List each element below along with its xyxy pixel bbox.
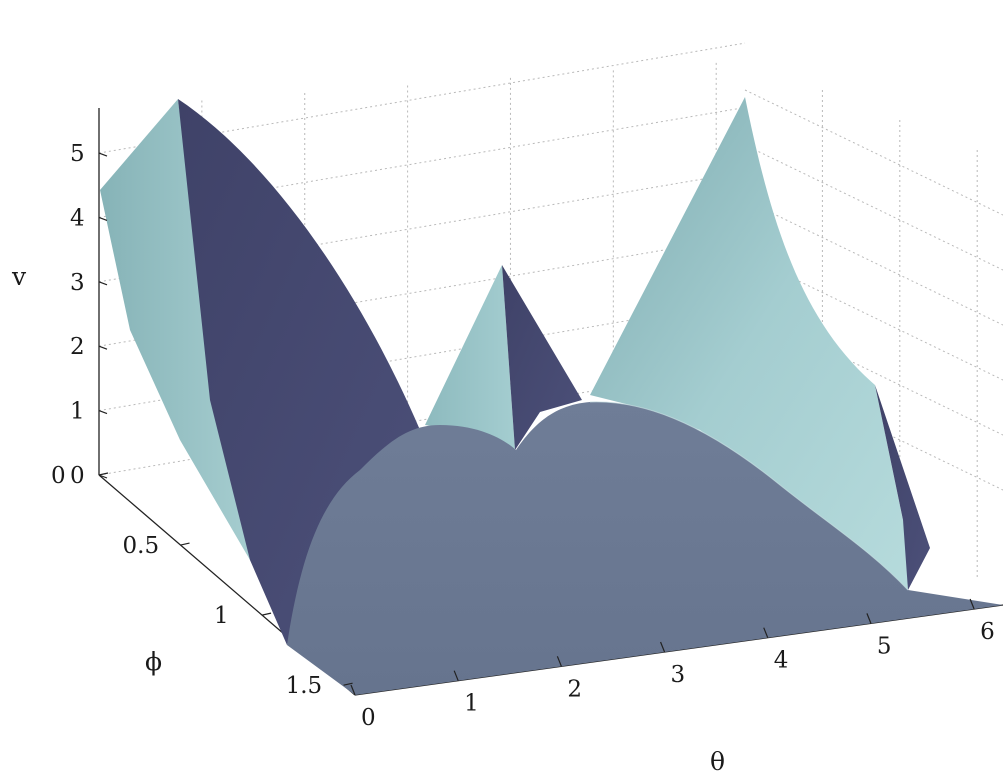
x-tick-mark (453, 670, 459, 681)
x-tick-label: 6 (980, 619, 995, 645)
surface-ridge-highlight (589, 401, 909, 591)
x-tick-mark (763, 627, 769, 638)
y-tick-mark (180, 542, 190, 546)
z-grid-line (98, 106, 746, 218)
z-tick-mark (98, 152, 108, 157)
surface (100, 97, 1003, 695)
x-tick-label: 1 (464, 691, 479, 717)
x-tick-mark (556, 656, 562, 667)
z-tick-label: 1 (70, 399, 85, 425)
x-tick-label: 4 (774, 648, 789, 674)
z-tick-mark (98, 216, 108, 222)
z-tick-mark (98, 410, 108, 415)
z-tick-mark (98, 345, 108, 350)
z-tick-mark (98, 474, 108, 479)
z-grid-line (98, 42, 746, 154)
x-tick-label: 5 (877, 633, 892, 659)
x-tick-label: 0 (361, 705, 376, 731)
x-tick-mark (350, 684, 356, 696)
x-tick-label: 3 (671, 662, 686, 688)
surface-face-middle-peak-dark (502, 265, 582, 450)
z-grid-line (98, 171, 746, 283)
y-tick-label: 0 (51, 463, 66, 489)
y-tick-label: 1.5 (286, 673, 323, 699)
x-tick-mark (659, 641, 666, 653)
y-tick-label: 0.5 (123, 533, 160, 559)
z-tick-label: 3 (70, 270, 85, 296)
surface-face-middle-peak-light (425, 265, 515, 450)
y-tick-mark (98, 472, 109, 476)
z-tick-label: 5 (70, 141, 85, 167)
x-tick-mark (866, 613, 872, 624)
y-tick-label: 1 (214, 603, 229, 629)
side-grid-line (744, 89, 1003, 216)
x-axis-title: θ (710, 747, 725, 774)
z-tick-mark (98, 281, 108, 286)
x-tick-mark (969, 598, 975, 610)
z-grid-line (98, 235, 746, 347)
z-tick-label: 2 (70, 334, 85, 360)
surface-face-left-peak-dark (178, 99, 420, 645)
surface-floor (287, 401, 1003, 695)
y-tick-mark (261, 612, 272, 616)
x-tick-label: 2 (567, 676, 582, 702)
y-tick-mark (343, 682, 353, 686)
surface-face-right-dark (875, 385, 930, 590)
y-axis-title: ϕ (145, 647, 162, 676)
surface-face-right-peak-light (590, 97, 908, 590)
z-axis-title: v (11, 262, 27, 291)
ticks: 0 1 2 3 4 5 0 0.5 1 1.5 0 1 2 3 4 5 6 (51, 141, 995, 731)
z-tick-label: 0 (70, 463, 85, 489)
z-tick-label: 4 (70, 205, 85, 231)
